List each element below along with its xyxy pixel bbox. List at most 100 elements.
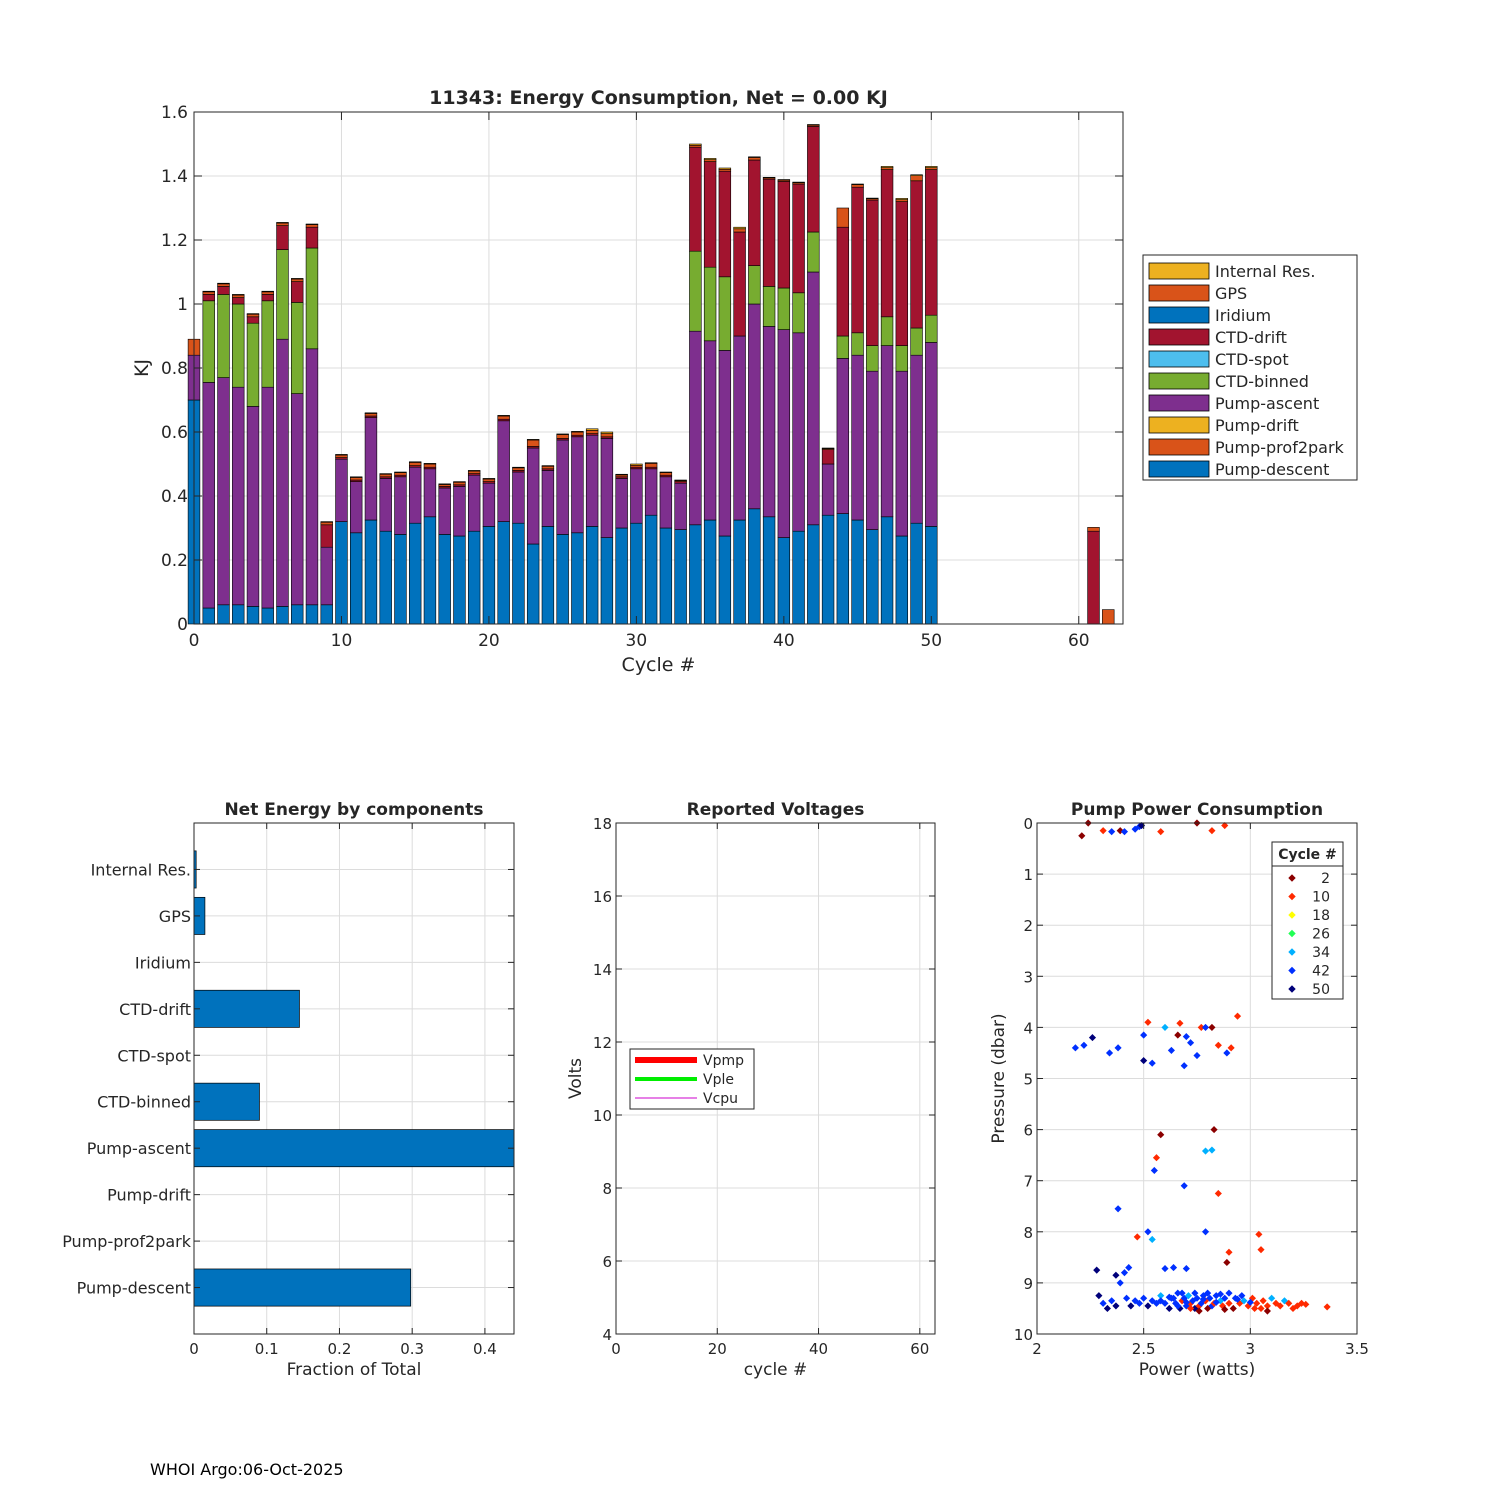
scatter-point [1201,1228,1210,1236]
scatter-point [1152,1299,1161,1307]
bar-segment-pump-ascent [615,478,628,529]
bar-segment-internal-res [762,176,776,179]
scatter-point [1238,1292,1246,1300]
bar-segment-internal-res [615,473,628,476]
x-tick-label: 20 [708,1340,727,1358]
bar-segment-pump-ascent [335,458,348,522]
bar-segment-pump-descent [792,530,805,625]
y-axis-label: Volts [566,1058,586,1099]
bar-segment-pump-ascent [910,354,923,524]
bar-segment-ctd-binned [276,249,289,340]
bar-segment-internal-res [246,313,260,315]
bar-segment-pump-descent [762,516,776,625]
legend-label: Vple [703,1072,734,1088]
bar-segment-pump-ascent [217,377,230,606]
scatter-point [1208,1023,1216,1031]
bar-segment-gps [851,184,864,188]
bar-segment-ctd-drift [821,449,835,465]
bar-segment-ctd-drift [866,199,879,346]
scatter-point [1208,1146,1216,1154]
legend-marker [1288,874,1296,882]
bar-segment-ctd-binned [261,300,274,388]
scatter-point [1161,1299,1169,1307]
bar-segment-pump-ascent [792,332,805,532]
bar-segment-pump-descent [261,607,274,625]
legend-marker [1288,892,1296,901]
bar-segment-pump-descent [438,534,451,625]
legend-label: CTD-spot [1215,350,1289,369]
bar-segment-gps [497,415,510,420]
bar-segment-pump-descent [394,534,407,625]
y-tick-label: 5 [1023,1071,1033,1089]
bar-segment-internal-res [379,473,392,475]
bar-segment-pump-descent [630,522,643,625]
bar-segment-pump-ascent [880,345,894,518]
bar-segment-ctd-binned [748,265,761,305]
bar-segment-pump-descent [659,527,673,625]
legend-swatch [1148,416,1210,434]
bar-segment-pump-descent [615,527,628,625]
bar-segment-pump-descent [703,519,717,625]
bar-segment-ctd-binned [851,332,864,356]
scatter-point [1165,1304,1173,1313]
scatter-point [1229,1304,1237,1313]
y-tick-label: 9 [1023,1275,1033,1293]
legend-label: CTD-drift [1215,328,1287,347]
y-tick-label: 0.8 [161,359,188,379]
scatter-point [1150,1166,1158,1175]
bar-segment-internal-res [703,158,717,160]
legend-label: Vpmp [703,1053,744,1069]
scatter-point [1093,1266,1101,1274]
legend-swatch [1148,372,1210,390]
bar-segment-pump-ascent [394,476,407,535]
y-tick-label: 0.4 [161,487,188,507]
legend-label: Pump-drift [1215,416,1299,435]
bar-segment-internal-res [792,181,805,184]
bar-segment-pump-descent [246,606,260,625]
bar-segment-pump-descent [821,514,835,625]
bar-segment-gps [910,175,923,182]
energy-bars [187,124,1115,625]
bar-segment-ctd-binned [895,345,909,372]
chart-title: Pump Power Consumption [1071,800,1323,820]
x-tick-label: 3.5 [1345,1340,1369,1358]
scatter-point [1125,1264,1133,1272]
x-axis-label: Power (watts) [1139,1360,1256,1380]
scatter-point [1263,1307,1271,1315]
legend-swatch [1148,284,1210,302]
bar-segment-pump-descent [291,604,304,625]
x-tick-label: 60 [1068,631,1090,651]
scatter-point [1114,1044,1122,1052]
legend-label: 18 [1312,908,1330,924]
bar-segment-internal-res [512,466,525,469]
y-tick-label: 8 [602,1180,612,1198]
scatter-point [1133,1233,1141,1241]
bar-segment-internal-res [320,521,333,523]
bar-segment-internal-res [777,179,791,181]
bar-segment-gps [291,278,304,282]
y-tick-label: 12 [593,1034,612,1052]
scatter-point [1157,1297,1165,1305]
scatter-point [1144,1302,1152,1310]
bar-segment-pump-descent [526,543,540,625]
bar-segment-ctd-drift [320,524,333,548]
scatter-point [1105,1049,1114,1057]
scatter-point [1152,1154,1161,1162]
bar-segment-ctd-drift [777,181,791,289]
bar-segment-gps [305,224,319,228]
category-label: CTD-binned [97,1093,191,1112]
scatter-point [1293,1302,1301,1310]
bar-segment-pump-descent [807,524,820,625]
bar-segment-pump-ascent [350,481,363,534]
scatter-point [1140,1057,1148,1065]
bar-segment-ctd-drift [925,169,938,316]
scatter-point [1140,1294,1148,1302]
x-tick-label: 3 [1246,1340,1256,1358]
bar-segment-pump-ascent [703,340,717,521]
scatter-point [1216,1290,1225,1298]
legend-label: 26 [1312,927,1330,943]
legend-label: Pump-descent [1215,460,1329,479]
scatter-point [1099,1299,1107,1307]
bar-segment-pump-descent [733,519,746,625]
